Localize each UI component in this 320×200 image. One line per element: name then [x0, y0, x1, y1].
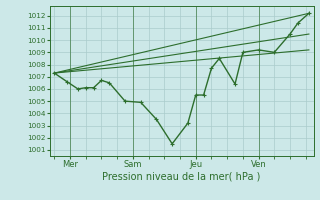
X-axis label: Pression niveau de la mer( hPa ): Pression niveau de la mer( hPa ) — [102, 172, 261, 182]
